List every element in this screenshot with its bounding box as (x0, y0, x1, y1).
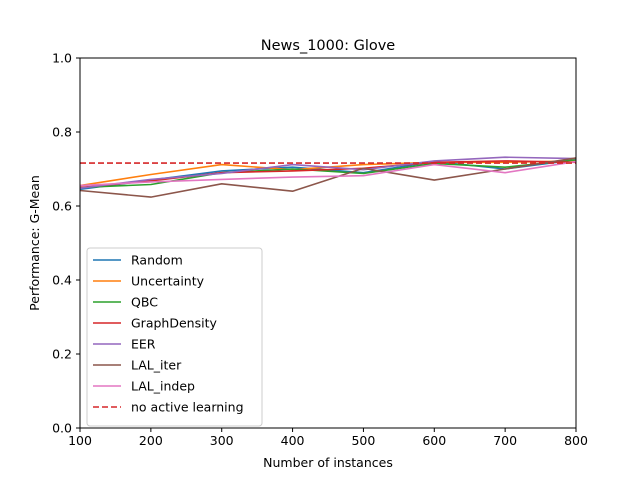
x-tick-label: 400 (281, 433, 305, 448)
x-axis-label: Number of instances (263, 455, 393, 470)
plot-frame (79, 57, 577, 429)
legend-label: Uncertainty (131, 274, 205, 289)
x-tick-label: 600 (422, 433, 446, 448)
series-line-qbc (79, 159, 577, 189)
legend-label: LAL_indep (131, 379, 195, 394)
x-tick-label: 200 (139, 433, 163, 448)
legend-label: QBC (131, 295, 158, 310)
legend-label: Random (131, 253, 183, 268)
x-tick-label: 100 (68, 433, 92, 448)
x-tick-label: 500 (351, 433, 375, 448)
x-tick-label: 300 (210, 433, 234, 448)
y-tick-label: 0.2 (52, 347, 72, 362)
legend-box (86, 247, 263, 427)
chart-title: News_1000: Glove (261, 38, 396, 54)
legend-label: EER (131, 337, 156, 352)
series-line-lal-indep (79, 160, 577, 187)
y-tick-label: 1.0 (52, 51, 72, 66)
y-tick-label: 0.6 (52, 199, 72, 214)
y-axis: 0.0 0.2 0.4 0.6 0.8 1.0 (52, 51, 80, 436)
x-tick-label: 700 (493, 433, 517, 448)
series-lines (79, 156, 577, 198)
legend-label: no active learning (131, 400, 244, 415)
y-tick-label: 0.0 (52, 421, 72, 436)
legend: Random Uncertainty QBC GraphDensity EER LAL_i… (86, 247, 263, 427)
legend-label: LAL_iter (131, 358, 182, 373)
y-tick-label: 0.8 (52, 125, 72, 140)
x-axis: 100 200 300 400 500 600 700 800 (68, 428, 588, 448)
series-line-graphdensity (79, 160, 577, 189)
y-axis-label: Performance: G-Mean (27, 175, 42, 311)
series-line-eer (79, 156, 577, 189)
x-tick-label: 800 (564, 433, 588, 448)
legend-label: GraphDensity (131, 316, 217, 331)
y-tick-label: 0.4 (52, 273, 72, 288)
